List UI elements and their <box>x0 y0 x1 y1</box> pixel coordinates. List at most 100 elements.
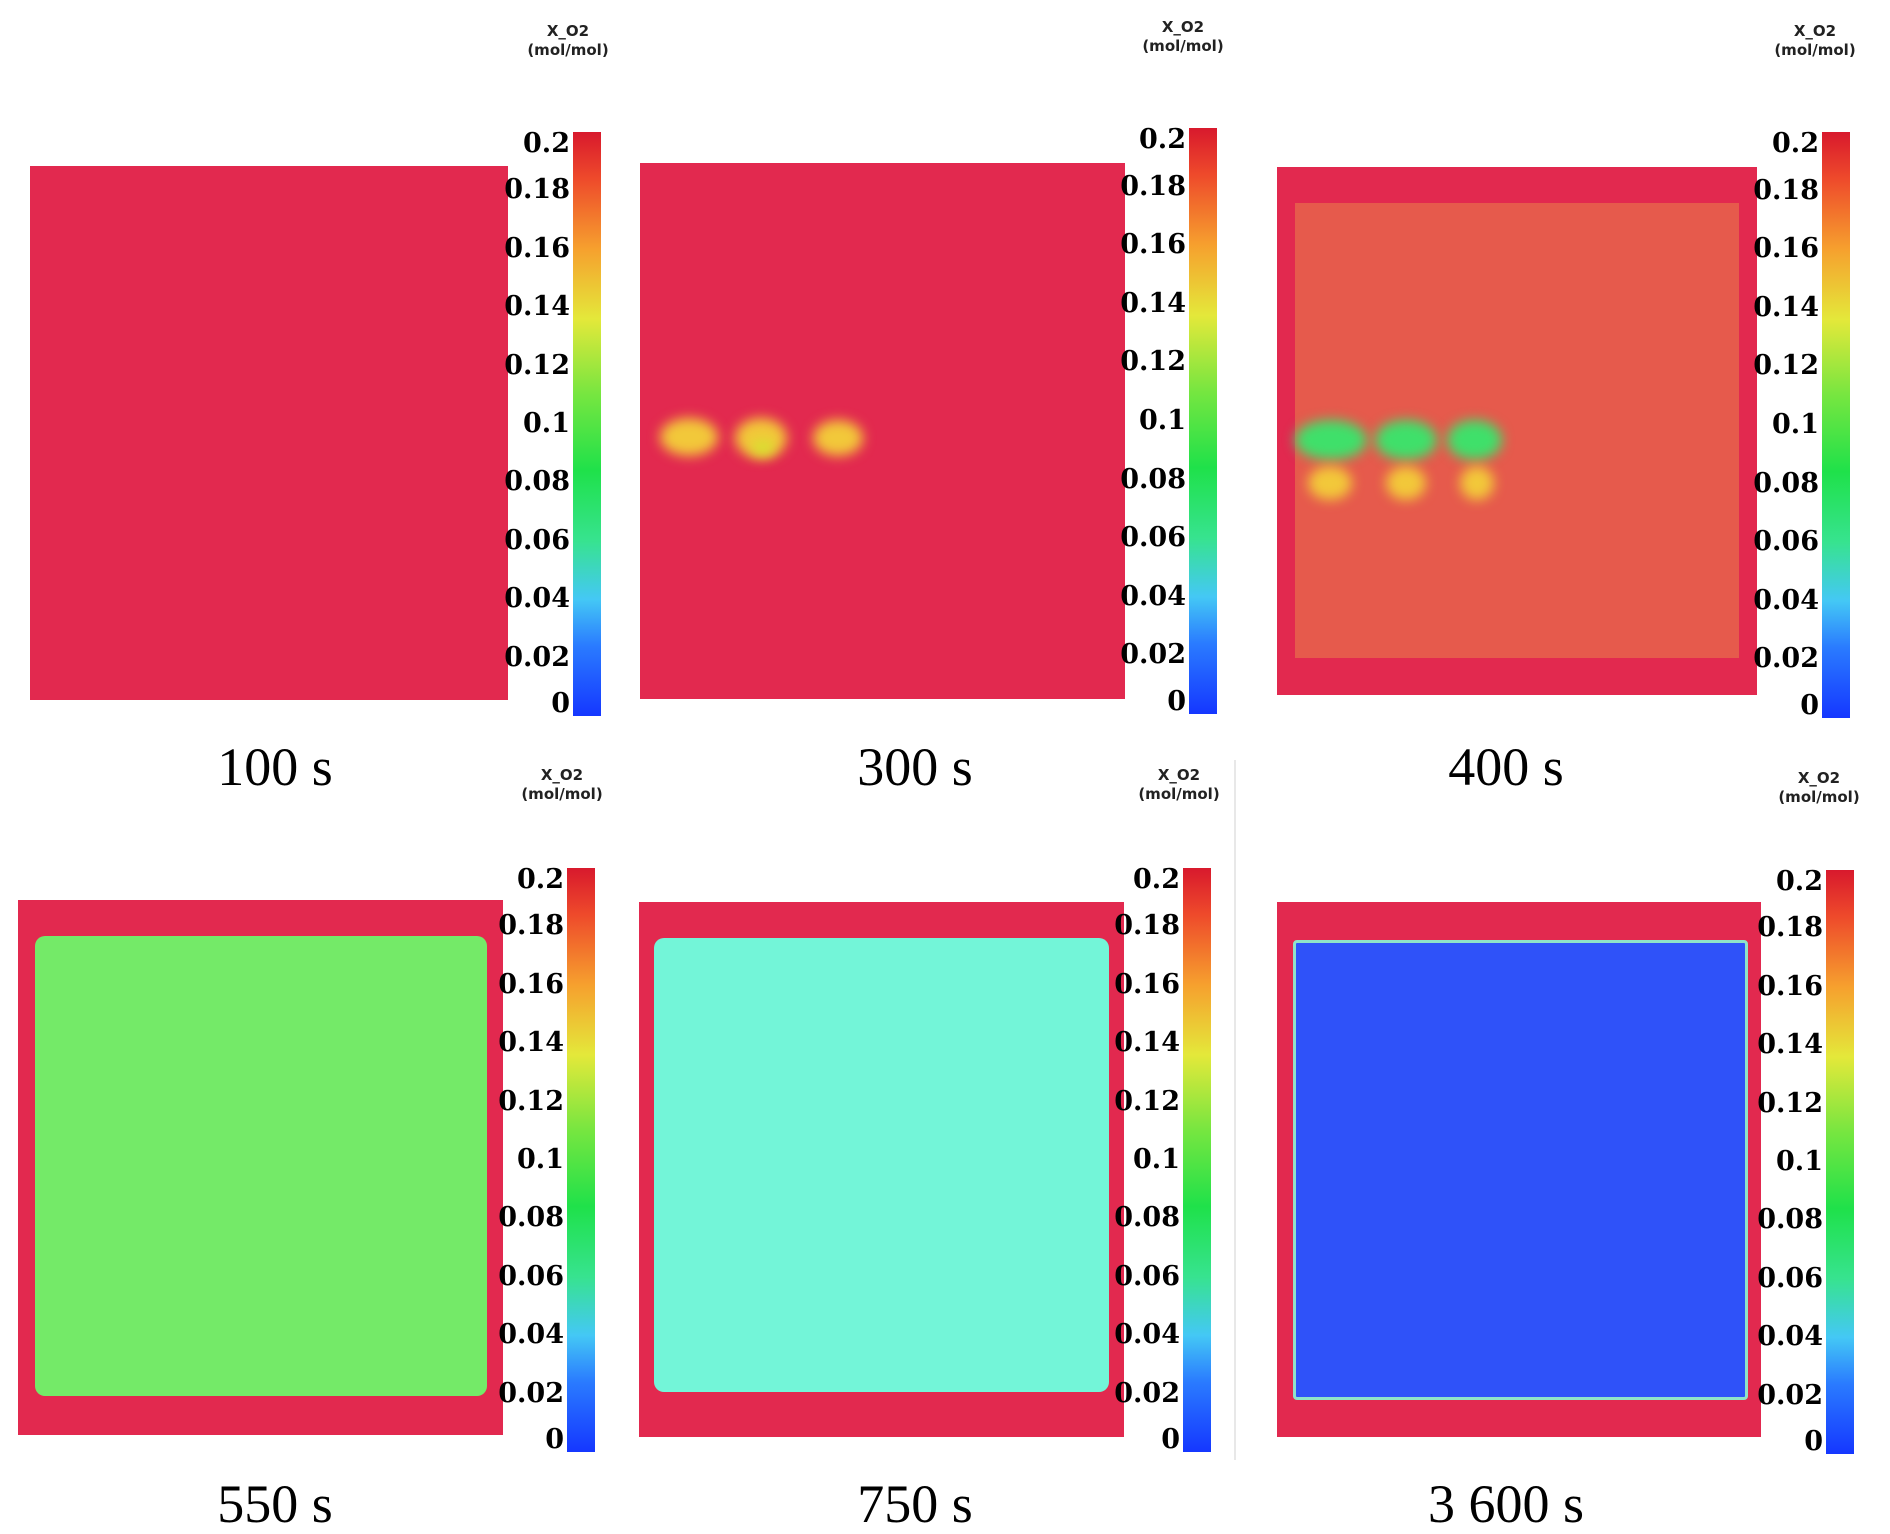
hotspot <box>1308 466 1352 500</box>
colorbar-tick-label: 0.02 <box>498 1377 564 1409</box>
colorbar-tick-label: 0.2 <box>517 864 564 895</box>
colorbar-tick-label: 0.06 <box>1757 1262 1823 1294</box>
colorbar-tick-label: 0.14 <box>1114 1027 1180 1059</box>
colorbar-tick-label: 0 <box>1167 686 1186 717</box>
colorbar-tick-label: 0.16 <box>1753 233 1819 265</box>
colorbar-title: X_O2 (mol/mol) <box>1778 769 1860 806</box>
colorbar-tick-label: 0.02 <box>504 641 570 673</box>
colorbar-tick-label: 0.2 <box>1776 866 1823 897</box>
colorbar-tick-label: 0.16 <box>1120 229 1186 261</box>
colorbar-tick-label: 0.04 <box>498 1319 564 1351</box>
colorbar-tick-label: 0.08 <box>1120 463 1186 495</box>
colorbar-title: X_O2 (mol/mol) <box>1142 18 1224 55</box>
colorbar-tick-label: 0.16 <box>504 232 570 264</box>
colorbar-tick-label: 0.02 <box>1114 1377 1180 1409</box>
hotspot <box>1447 420 1502 460</box>
time-label: 100 s <box>217 737 333 797</box>
domain-interior <box>1293 940 1748 1400</box>
colorbar-tick-label: 0.04 <box>1114 1319 1180 1351</box>
column-divider <box>1234 760 1236 1460</box>
colorbar-tick-label: 0.06 <box>504 524 570 556</box>
colorbar-tick-label: 0 <box>1800 690 1819 721</box>
domain-interior <box>654 938 1109 1392</box>
colorbar-tick-label: 0.04 <box>504 583 570 615</box>
time-label: 300 s <box>857 737 973 797</box>
colorbar-tick-label: 0.12 <box>1114 1085 1180 1117</box>
colorbar-tick-label: 0.08 <box>1757 1204 1823 1236</box>
colorbar-tick-label: 0 <box>545 1424 564 1455</box>
colorbar-tick-label: 0.06 <box>1120 522 1186 554</box>
colorbar-tick-label: 0.1 <box>1133 1144 1180 1175</box>
colorbar <box>1183 868 1211 1452</box>
colorbar-tick-label: 0.18 <box>1753 174 1819 206</box>
colorbar-tick-label: 0.14 <box>1120 287 1186 319</box>
colorbar-tick-label: 0.12 <box>504 349 570 381</box>
colorbar-tick-label: 0.2 <box>1133 864 1180 895</box>
colorbar-tick-label: 0.06 <box>1114 1260 1180 1292</box>
colorbar-tick-label: 0.18 <box>1114 910 1180 942</box>
colorbar-tick-label: 0.1 <box>1776 1146 1823 1177</box>
colorbar-tick-label: 0.2 <box>1139 124 1186 155</box>
panel-750s: X_O2 (mol/mol) 0.2 0.18 0.16 0.14 0.12 0.1 0.08… <box>630 766 1260 1534</box>
colorbar <box>573 132 601 716</box>
domain-plot <box>640 163 1125 699</box>
colorbar-tick-label: 0.08 <box>504 466 570 498</box>
colorbar-tick-label: 0.14 <box>504 291 570 323</box>
hotspot <box>1375 420 1437 460</box>
time-label: 400 s <box>1448 737 1564 797</box>
colorbar-tick-label: 0.12 <box>1757 1087 1823 1119</box>
colorbar-title: X_O2 (mol/mol) <box>1774 22 1856 59</box>
colorbar-tick-label: 0 <box>1161 1424 1180 1455</box>
colorbar-title: X_O2 (mol/mol) <box>1138 766 1220 803</box>
colorbar-tick-label: 0.1 <box>523 408 570 439</box>
hotspot <box>1386 466 1426 500</box>
colorbar-tick-label: 0.02 <box>1753 643 1819 675</box>
colorbar-tick-label: 0.2 <box>523 128 570 159</box>
colorbar-tick-label: 0.16 <box>1114 968 1180 1000</box>
hotspot <box>660 418 718 456</box>
colorbar-tick-label: 0.18 <box>504 174 570 206</box>
panel-300s: X_O2 (mol/mol) 0.2 0.18 0.16 0.14 0.12 0.1 0.08… <box>630 0 1260 797</box>
domain-interior <box>35 936 487 1396</box>
colorbar-tick-label: 0.12 <box>1753 350 1819 382</box>
domain-plot <box>30 166 508 700</box>
colorbar-tick-label: 0.02 <box>1120 639 1186 671</box>
hotspot <box>751 440 775 456</box>
colorbar-tick-label: 0.14 <box>498 1027 564 1059</box>
colorbar-tick-label: 0.14 <box>1753 291 1819 323</box>
colorbar-title: X_O2 (mol/mol) <box>521 766 603 803</box>
colorbar <box>567 868 595 1452</box>
panel-3600s: X_O2 (mol/mol) 0.2 0.18 0.16 0.14 0.12 0.1 0.08… <box>1260 766 1890 1534</box>
hotspot <box>1295 420 1367 460</box>
colorbar-tick-label: 0.12 <box>498 1085 564 1117</box>
colorbar-tick-label: 0.18 <box>1757 912 1823 944</box>
colorbar-tick-label: 0.08 <box>1753 467 1819 499</box>
colorbar-tick-label: 0.04 <box>1753 584 1819 616</box>
colorbar-tick-label: 0.1 <box>1772 409 1819 440</box>
time-label: 550 s <box>217 1474 333 1534</box>
colorbar-tick-label: 0.2 <box>1772 128 1819 159</box>
panel-100s: X_O2 (mol/mol) 0.2 0.18 0.16 0.14 0.12 0.1 0.08… <box>0 0 630 797</box>
colorbar-tick-label: 0.1 <box>1139 405 1186 436</box>
colorbar-title: X_O2 (mol/mol) <box>527 22 609 59</box>
colorbar-tick-label: 0 <box>551 688 570 719</box>
time-label: 750 s <box>857 1474 973 1534</box>
colorbar-tick-label: 0.16 <box>1757 970 1823 1002</box>
colorbar-tick-label: 0.1 <box>517 1144 564 1175</box>
colorbar-tick-label: 0.06 <box>498 1260 564 1292</box>
domain-interior <box>1295 203 1739 658</box>
colorbar-tick-label: 0.16 <box>498 968 564 1000</box>
colorbar <box>1826 870 1854 1454</box>
hotspot <box>1460 466 1494 500</box>
colorbar-tick-label: 0.18 <box>498 910 564 942</box>
hotspot <box>813 420 863 456</box>
colorbar-tick-label: 0.02 <box>1757 1379 1823 1411</box>
colorbar-tick-label: 0.04 <box>1120 580 1186 612</box>
colorbar-tick-label: 0.18 <box>1120 170 1186 202</box>
panel-400s: X_O2 (mol/mol) 0.2 0.18 0.16 0.14 0.12 0.1 0.08… <box>1260 0 1890 797</box>
colorbar-tick-label: 0.08 <box>1114 1202 1180 1234</box>
colorbar-tick-label: 0.14 <box>1757 1029 1823 1061</box>
colorbar-tick-label: 0.12 <box>1120 346 1186 378</box>
colorbar <box>1189 128 1217 714</box>
colorbar-tick-label: 0.06 <box>1753 526 1819 558</box>
